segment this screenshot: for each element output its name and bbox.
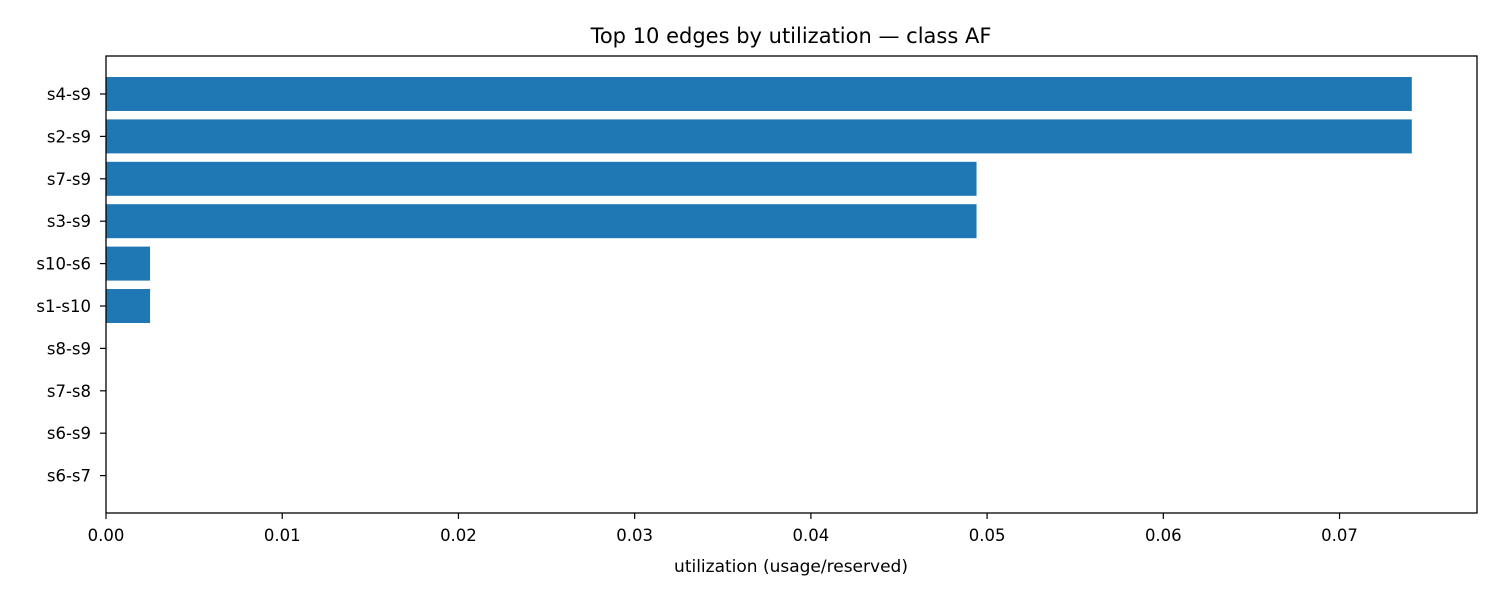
x-tick-label: 0.06 — [1145, 526, 1182, 545]
y-tick-label: s8-s9 — [47, 339, 91, 358]
x-tick-label: 0.02 — [440, 526, 477, 545]
bar-s10-s6 — [106, 246, 151, 281]
y-tick-label: s6-s7 — [47, 467, 91, 486]
x-tick-label: 0.00 — [88, 526, 125, 545]
x-axis-label: utilization (usage/reserved) — [674, 557, 908, 577]
y-tick-label: s6-s9 — [47, 424, 91, 443]
y-tick-label: s1-s10 — [36, 297, 91, 316]
x-tick-label: 0.07 — [1321, 526, 1358, 545]
bar-s2-s9 — [106, 119, 1412, 154]
y-tick-label: s7-s9 — [47, 170, 91, 189]
bar-s4-s9 — [106, 77, 1412, 111]
y-tick-label: s3-s9 — [47, 212, 91, 231]
chart-title: Top 10 edges by utilization — class AF — [590, 24, 992, 48]
x-tick-label: 0.03 — [616, 526, 653, 545]
bar-s7-s9 — [106, 161, 977, 196]
y-tick-label: s4-s9 — [47, 85, 91, 104]
plot-frame — [105, 55, 1478, 514]
bar-s1-s10 — [106, 289, 151, 323]
x-tick-label: 0.04 — [793, 526, 830, 545]
y-tick-label: s7-s8 — [47, 382, 91, 401]
x-tick-label: 0.01 — [264, 526, 301, 545]
y-tick-label: s10-s6 — [36, 255, 91, 274]
y-tick-label: s2-s9 — [47, 127, 91, 146]
x-tick-label: 0.05 — [969, 526, 1006, 545]
bar-s3-s9 — [106, 204, 977, 239]
bars-layer — [106, 77, 1412, 323]
ticks-layer: s4-s9 s2-s9 s7-s9 s3-s9 s10-s6 s1-s10 s8-s9 s7-… — [36, 85, 1358, 545]
